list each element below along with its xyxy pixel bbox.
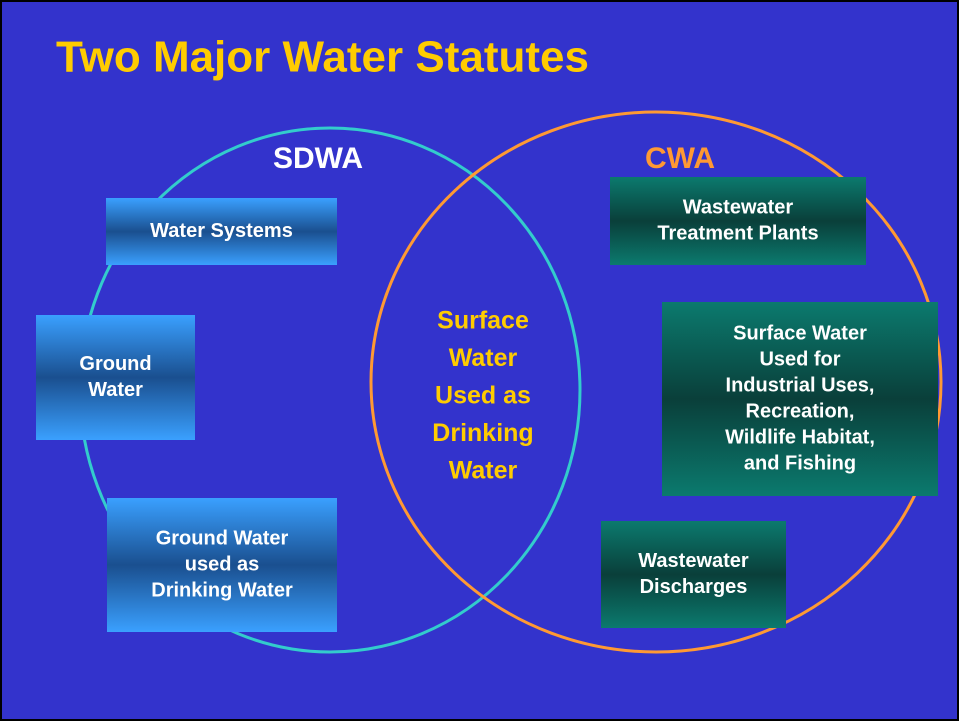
- overlap-line: Water: [449, 344, 518, 372]
- box-line: Discharges: [640, 576, 748, 598]
- statute-box: [601, 521, 786, 628]
- box-line: Ground Water: [156, 527, 289, 549]
- box-line: Wildlife Habitat,: [725, 426, 875, 448]
- box-line: and Fishing: [744, 452, 856, 474]
- box-line: Drinking Water: [151, 579, 293, 601]
- statute-box: [662, 302, 938, 496]
- box-line: used as: [185, 553, 259, 575]
- overlap-line: Used as: [435, 382, 531, 410]
- boxes: Water Systems Ground Water Ground Water used…: [36, 177, 938, 632]
- cwa-label: CWA: [645, 142, 715, 175]
- box-line: Used for: [759, 348, 840, 370]
- box-line: Industrial Uses,: [726, 374, 875, 396]
- box-line: Treatment Plants: [657, 222, 818, 244]
- overlap-line: Drinking: [432, 419, 533, 447]
- statute-box: [610, 177, 866, 265]
- overlap-line: Surface: [437, 307, 529, 335]
- box-line: Water Systems: [150, 220, 293, 242]
- box-line: Ground: [79, 353, 151, 375]
- overlap-line: Water: [449, 457, 518, 485]
- box-line: Water: [88, 379, 143, 401]
- statute-box: [106, 198, 337, 265]
- box-line: Surface Water: [733, 322, 867, 344]
- box-line: Wastewater: [638, 550, 749, 572]
- box-line: Wastewater: [683, 196, 794, 218]
- box-line: Recreation,: [746, 400, 855, 422]
- statute-box: [36, 315, 195, 440]
- overlap-text: Surface Water Used as Drinking Water: [432, 307, 533, 485]
- sdwa-label: SDWA: [273, 142, 363, 175]
- cwa-circle: [369, 110, 943, 654]
- statute-box: [107, 498, 337, 632]
- title: Two Major Water Statutes: [56, 33, 589, 82]
